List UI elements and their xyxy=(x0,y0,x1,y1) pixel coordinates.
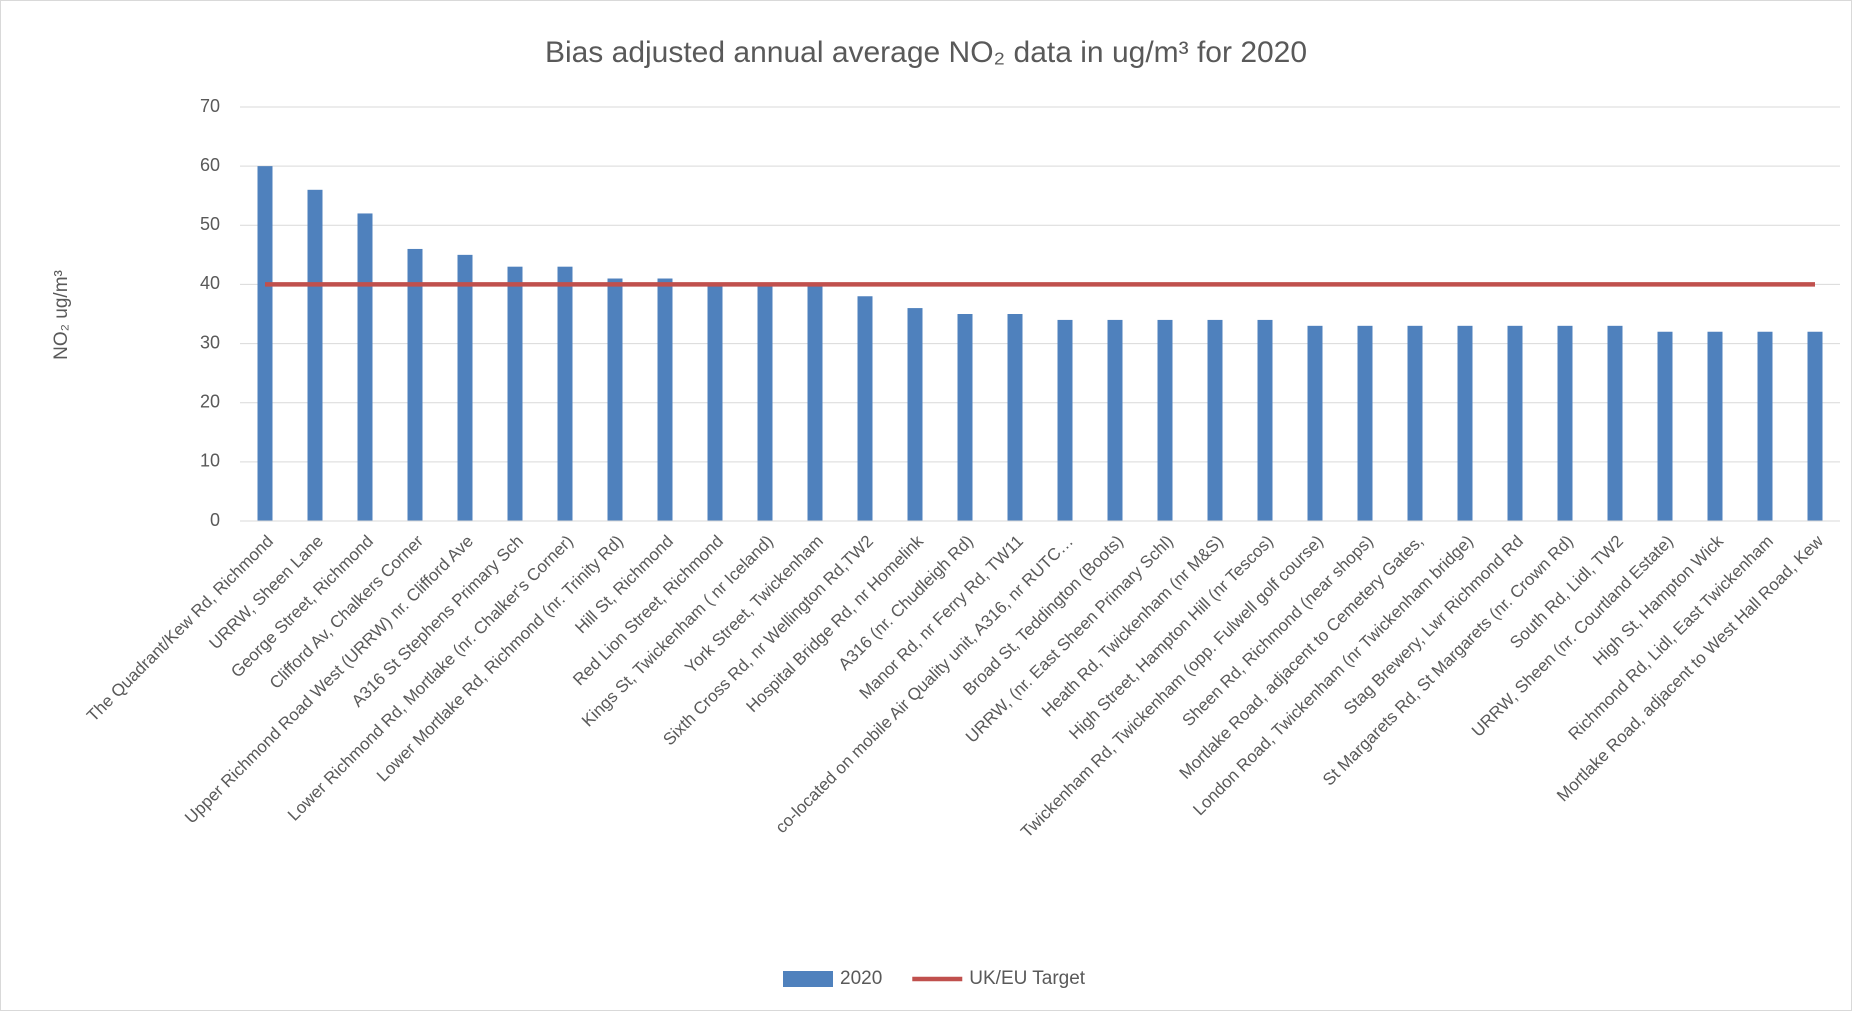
bar xyxy=(807,284,823,521)
y-tick-label: 10 xyxy=(200,451,220,471)
legend-label: UK/EU Target xyxy=(969,968,1086,989)
bar xyxy=(1557,325,1573,521)
bar xyxy=(1807,331,1823,521)
bar xyxy=(1107,319,1123,521)
bar xyxy=(357,213,373,521)
y-tick-label: 60 xyxy=(200,155,220,175)
y-axis-label: NO₂ ug/m³ xyxy=(51,270,72,360)
bar xyxy=(857,296,873,521)
bar xyxy=(957,314,973,521)
legend-label: 2020 xyxy=(840,968,882,989)
bar xyxy=(257,166,273,521)
bar xyxy=(1657,331,1673,521)
legend-swatch xyxy=(783,971,833,987)
bar xyxy=(1457,325,1473,521)
bar xyxy=(1157,319,1173,521)
bar xyxy=(1007,314,1023,521)
bar xyxy=(507,266,523,521)
y-tick-label: 20 xyxy=(200,391,220,411)
bar xyxy=(757,284,773,521)
y-tick-label: 50 xyxy=(200,214,220,234)
bar xyxy=(1607,325,1623,521)
bar xyxy=(1707,331,1723,521)
bar xyxy=(307,189,323,522)
bar xyxy=(457,254,473,521)
y-tick-label: 70 xyxy=(200,96,220,116)
bar xyxy=(1307,325,1323,521)
y-tick-label: 0 xyxy=(210,510,220,530)
bar xyxy=(1507,325,1523,521)
bar xyxy=(557,266,573,521)
bar xyxy=(1057,319,1073,521)
bar xyxy=(407,248,423,521)
bar xyxy=(1357,325,1373,521)
y-tick-label: 40 xyxy=(200,273,220,293)
bar xyxy=(1207,319,1223,521)
bar xyxy=(907,308,923,521)
bar xyxy=(1407,325,1423,521)
y-tick-label: 30 xyxy=(200,332,220,352)
chart-title: Bias adjusted annual average NO₂ data in… xyxy=(545,36,1307,69)
bar xyxy=(657,278,673,521)
bar xyxy=(607,278,623,521)
bar xyxy=(707,284,723,521)
bar xyxy=(1757,331,1773,521)
bar xyxy=(1257,319,1273,521)
